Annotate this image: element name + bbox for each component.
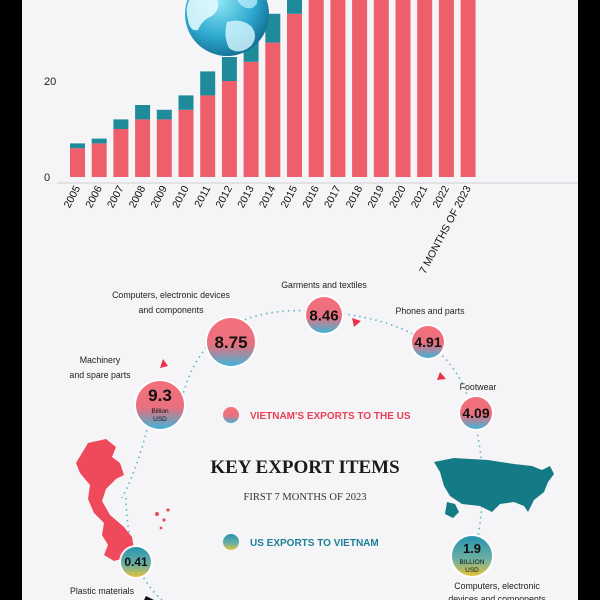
x-tick-label: 2022 [430, 184, 452, 210]
bubble-value: 8.46 [309, 307, 338, 324]
x-tick-label: 2007 [105, 184, 127, 210]
bar-segment-teal [113, 119, 129, 129]
bubble-value: 9.3 [148, 386, 172, 405]
x-tick-label: 2020 [387, 184, 409, 210]
bar-segment-teal [200, 71, 216, 96]
bubble-label: devices and components [448, 594, 546, 600]
bar-segment-red [287, 13, 302, 177]
bubble-unit: USD [465, 567, 479, 574]
y-tick-label: 20 [44, 76, 56, 88]
x-tick-label: 2021 [409, 184, 431, 210]
bubble-value: 0.41 [124, 555, 148, 569]
legend-swatch-blue [223, 534, 239, 550]
bubble-label: Footwear [460, 382, 497, 392]
bubble-label: Plastic materials [70, 586, 135, 596]
bar-segment-teal [178, 95, 194, 110]
page-title: KEY EXPORT ITEMS [210, 457, 399, 478]
legend-label-vietnam-exports: VIETNAM'S EXPORTS TO THE US [250, 411, 411, 422]
x-tick-label: 2016 [300, 184, 322, 210]
bar-segment-red [243, 61, 259, 177]
bubble [136, 381, 184, 429]
x-tick-label: 2012 [213, 184, 235, 210]
x-tick-label: 2009 [148, 184, 170, 210]
bar-segment-red [113, 129, 129, 177]
bubble-value: 8.75 [214, 333, 247, 352]
bar-segment-teal [135, 105, 151, 120]
bar-segment-teal [91, 138, 107, 144]
x-tick-label: 2019 [365, 184, 387, 210]
legend-vietnam-exports: VIETNAM'S EXPORTS TO THE US [223, 407, 411, 423]
legend-label-us-exports: US EXPORTS TO VIETNAM [250, 538, 379, 549]
x-tick-label: 2015 [279, 184, 301, 210]
bar-segment-red [70, 148, 85, 177]
bar-segment-teal [265, 13, 281, 43]
bubble-value: 4.91 [414, 334, 441, 350]
arc-arrow-icon [352, 318, 361, 327]
infographic-canvas: 0204060802005200620072008200920102011201… [44, 0, 578, 600]
vietnam-map-icon [76, 439, 170, 561]
bubble-unit: Billion [151, 408, 169, 415]
x-tick-label: 2008 [127, 184, 149, 210]
x-tick-label: 2005 [62, 184, 84, 210]
bar-segment-red [438, 0, 454, 177]
bar-segment-red [178, 109, 194, 177]
legend-us-exports: US EXPORTS TO VIETNAM [223, 534, 379, 550]
bubble-unit: BILLION [460, 559, 485, 566]
page-subtitle: FIRST 7 MONTHS OF 2023 [244, 492, 367, 503]
x-tick-label: 2006 [83, 184, 105, 210]
arc-arrow-icon [160, 359, 168, 368]
infographic-panel: 0204060802005200620072008200920102011201… [22, 0, 578, 600]
bar-segment-red [330, 0, 346, 178]
x-tick-label: 2018 [344, 184, 366, 210]
bar-segment-red [135, 119, 151, 177]
x-tick-label: 2013 [235, 184, 257, 210]
x-tick-label: 2010 [170, 184, 192, 210]
bubble-label: Garments and textiles [281, 280, 367, 290]
x-tick-label: 2014 [257, 184, 279, 210]
bubble-label: Computers, electronic devices [112, 290, 230, 300]
bar-segment-red [156, 119, 172, 177]
bar-segment-red [265, 42, 281, 177]
bubble [306, 297, 342, 333]
bar-segment-teal [70, 143, 85, 149]
legend-swatch-red [223, 407, 239, 423]
bubble [460, 397, 492, 429]
x-tick-label: 2011 [192, 184, 213, 210]
bubble-label: and components [138, 305, 204, 315]
bar-chart: 0204060802005200620072008200920102011201… [44, 0, 578, 276]
bubble [121, 547, 151, 577]
play-marker-icon [144, 596, 154, 600]
arc-arrow-icon [437, 372, 446, 380]
bubble-label: and spare parts [69, 370, 131, 380]
bubble [452, 536, 492, 576]
us-map-icon [434, 458, 554, 518]
bubble-unit: USD [153, 416, 167, 423]
bar-segment-red [308, 0, 324, 177]
bubble-label: Phones and parts [396, 306, 466, 316]
bar-segment-teal [156, 109, 172, 120]
bubble-value: 1.9 [463, 541, 481, 556]
bubble-label: Computers, electronic [454, 581, 540, 591]
bar-segment-red [352, 0, 368, 177]
bar-segment-red [460, 0, 476, 177]
bar-segment-red [395, 0, 411, 177]
bar-segment-red [91, 143, 107, 177]
bubble [207, 318, 255, 366]
globe-icon [185, 0, 269, 56]
bar-segment-red [417, 0, 433, 177]
bubble [412, 326, 444, 358]
bar-segment-red [373, 0, 389, 177]
bar-segment-red [221, 81, 237, 177]
y-tick-label: 0 [44, 172, 50, 184]
bar-segment-teal [287, 0, 302, 14]
bubble-label: Machinery [80, 355, 121, 365]
bar-segment-red [200, 95, 216, 177]
bar-segment-teal [221, 57, 237, 81]
x-tick-label: 2017 [322, 184, 344, 210]
bubble-value: 4.09 [462, 405, 489, 421]
